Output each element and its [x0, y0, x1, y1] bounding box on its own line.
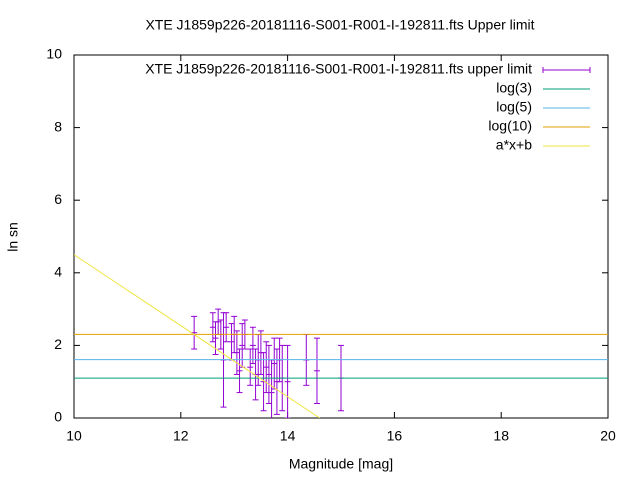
legend-label: a*x+b [496, 137, 532, 153]
legend-label: log(5) [496, 99, 532, 115]
error-bar [228, 323, 235, 361]
error-bar [236, 348, 243, 394]
error-bar [239, 323, 246, 368]
fit-line [74, 254, 320, 418]
error-bar [271, 337, 278, 390]
x-axis-label: Magnitude [mag] [289, 456, 393, 472]
error-bar [247, 348, 254, 386]
error-bar [268, 359, 275, 418]
error-bar [252, 348, 259, 401]
error-bar [209, 312, 216, 343]
error-bar [223, 312, 230, 343]
legend-label: log(10) [488, 118, 532, 134]
x-tick-label: 10 [66, 428, 82, 444]
error-bar [215, 308, 222, 336]
y-axis-label: ln sn [5, 222, 21, 252]
error-bar [233, 330, 240, 375]
chart-title: XTE J1859p226-20181116-S001-R001-I-19281… [145, 17, 534, 33]
y-tick-label: 4 [54, 264, 62, 280]
plot-frame [73, 54, 609, 419]
error-bar [263, 341, 270, 394]
y-tick-label: 2 [54, 336, 62, 352]
error-bar [249, 326, 256, 365]
x-tick-label: 20 [600, 428, 616, 444]
x-tick-label: 18 [493, 428, 509, 444]
legend-label: XTE J1859p226-20181116-S001-R001-I-19281… [145, 61, 532, 77]
legend-label: log(3) [496, 80, 532, 96]
y-tick-label: 10 [46, 46, 62, 62]
error-bar [265, 344, 272, 404]
y-tick-label: 8 [54, 118, 62, 134]
x-tick-label: 14 [280, 428, 296, 444]
x-tick-label: 12 [173, 428, 189, 444]
y-tick-label: 0 [54, 409, 62, 425]
error-bar [284, 344, 291, 418]
x-tick-label: 16 [387, 428, 403, 444]
y-tick-label: 6 [54, 191, 62, 207]
error-bar [313, 337, 320, 404]
